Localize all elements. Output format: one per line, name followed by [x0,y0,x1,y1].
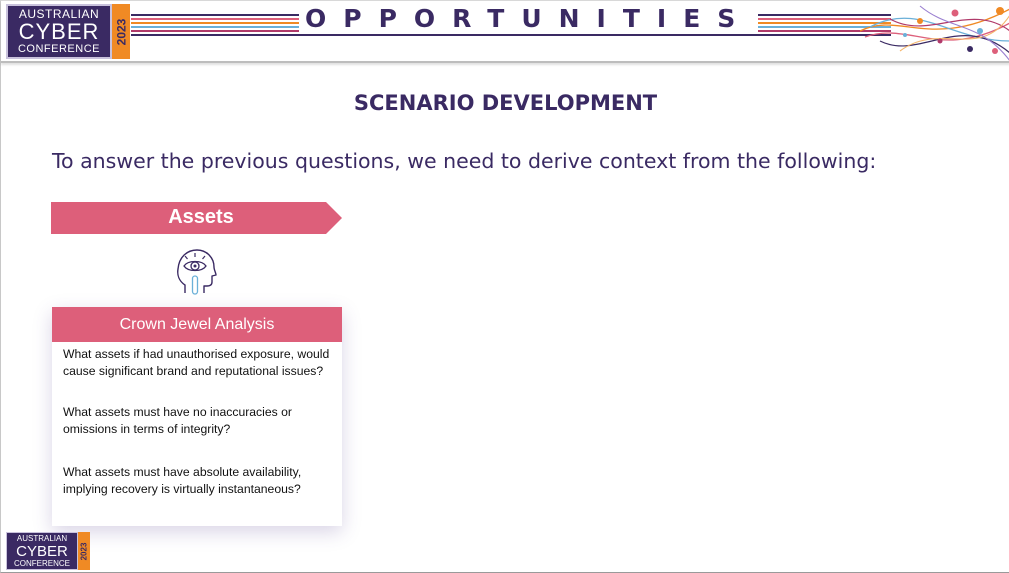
logo-line2: CYBER [18,19,100,44]
logo-line1: AUSTRALIAN [18,7,100,21]
question-item: What assets must have absolute availabil… [63,465,302,496]
logo-line3: CONFERENCE [13,558,70,568]
logo-year-tab: 2023 [78,532,90,570]
slide-subtitle: To answer the previous questions, we nee… [52,149,877,173]
logo-year-tab: 2023 [112,4,130,59]
logo-line3: CONFERENCE [17,43,100,55]
logo-line2: CYBER [16,542,68,560]
card-body: What assets if had unauthorised exposure… [52,342,342,498]
banner-stripe [131,34,891,36]
conference-logo: AUSTRALIAN CYBER CONFERENCE 2023 [6,4,130,59]
assets-arrow-label: Assets [51,202,342,234]
card-header: Crown Jewel Analysis [52,307,342,342]
question-item: What assets if had unauthorised exposure… [63,347,330,378]
logo-year: 2023 [79,542,89,560]
assets-label-text: Assets [168,206,234,228]
slide-title: SCENARIO DEVELOPMENT [353,91,658,115]
crown-jewel-card: Crown Jewel Analysis What assets if had … [52,307,342,526]
network-swirl-graphic [860,5,1009,61]
logo-wordmark: AUSTRALIAN CYBER CONFERENCE [6,532,78,570]
logo-year: 2023 [114,18,129,45]
header-banner: OPPORTUNITIES AUSTRALIAN CYBER CONFERENC… [1,1,1009,63]
logo-line1: AUSTRALIAN [16,533,68,543]
question-item: What assets must have no inaccuracies or… [63,405,292,436]
logo-wordmark: AUSTRALIAN CYBER CONFERENCE [6,4,112,59]
footer-logo: AUSTRALIAN CYBER CONFERENCE 2023 [6,532,90,570]
banner-title: OPPORTUNITIES [299,4,759,34]
head-eye-icon [177,249,217,295]
arrow-shape [51,202,342,234]
